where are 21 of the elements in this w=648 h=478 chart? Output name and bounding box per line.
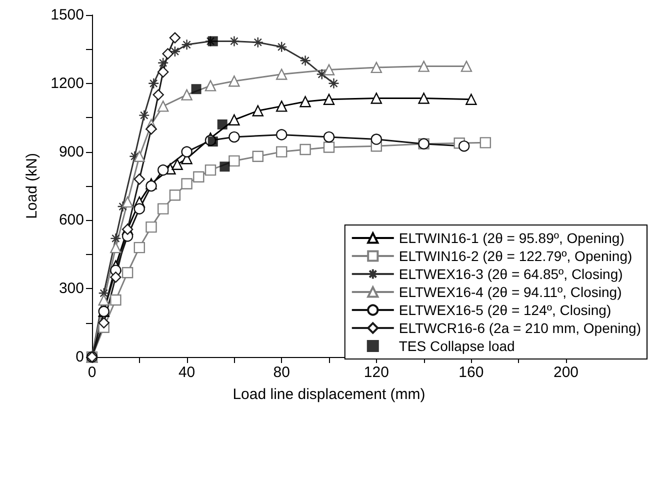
- y-axis-title: Load (kN): [24, 153, 41, 219]
- x-tick-label: 120: [364, 364, 389, 381]
- legend-label: ELTWCR16-6 (2a = 210 mm, Opening): [398, 320, 642, 336]
- x-tick-label: 40: [178, 364, 196, 381]
- x-tick-label: 80: [273, 364, 290, 381]
- y-tick-label: 300: [58, 280, 84, 298]
- y-tick-label: 0: [76, 348, 84, 366]
- y-tick-label: 1500: [50, 6, 84, 24]
- y-tick-label: 1200: [50, 74, 84, 92]
- legend-label: ELTWEX16-3 (2θ = 64.85º, Closing): [398, 266, 623, 282]
- legend-label: ELTWEX16-5 (2θ = 124º, Closing): [398, 302, 612, 318]
- legend-label: ELTWIN16-1 (2θ = 95.89º, Opening): [398, 230, 624, 246]
- y-tick-label: 600: [58, 212, 84, 229]
- legend-label: ELTWEX16-4 (2θ = 94.11º, Closing): [398, 284, 622, 300]
- legend-label: TES Collapse load: [398, 338, 515, 354]
- x-tick-label: 200: [553, 364, 579, 381]
- y-tick-label: 900: [58, 143, 84, 160]
- x-tick-label: 160: [458, 364, 484, 381]
- x-axis-title: Load line displacement (mm): [232, 386, 426, 403]
- legend-label: ELTWIN16-2 (2θ = 122.79º, Opening): [398, 248, 632, 264]
- x-tick-label: 0: [88, 364, 96, 381]
